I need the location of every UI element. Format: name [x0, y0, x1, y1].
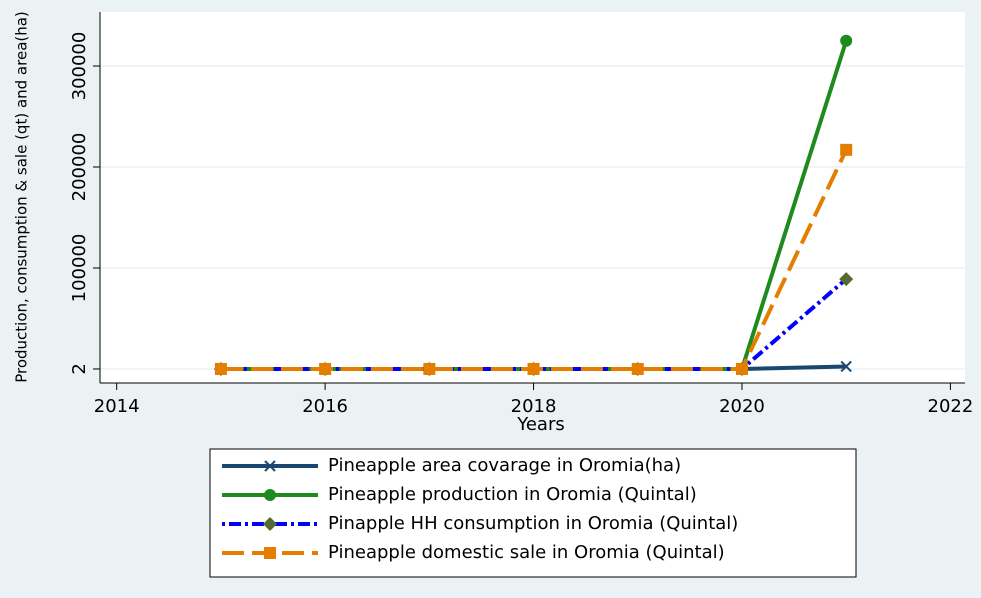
data-point	[840, 360, 852, 373]
y-tick-label: 100000	[69, 234, 90, 303]
legend-label: Pinapple HH consumption in Oromia (Quint…	[328, 513, 738, 534]
x-tick-label: 2020	[719, 396, 765, 417]
legend-marker	[264, 547, 276, 559]
legend-label: Pineapple domestic sale in Oromia (Quint…	[328, 542, 725, 563]
x-tick-label: 2018	[511, 396, 557, 417]
y-axis-title: Production, consumption & sale (qt) and …	[13, 11, 31, 383]
data-point	[214, 362, 227, 375]
y-tick-label: 200000	[69, 133, 90, 202]
data-point	[840, 143, 853, 156]
data-point	[527, 362, 540, 375]
data-point	[423, 362, 436, 375]
legend-box	[209, 448, 857, 578]
data-point	[631, 362, 644, 375]
legend-label: Pineapple area covarage in Oromia(ha)	[328, 455, 681, 476]
x-tick-label: 2016	[302, 396, 348, 417]
y-tick-label: 300000	[69, 32, 90, 101]
data-point	[839, 272, 854, 287]
x-tick-label: 2022	[928, 396, 974, 417]
data-point	[319, 362, 332, 375]
data-point	[735, 362, 748, 375]
legend-marker	[264, 489, 276, 501]
plot-area	[100, 12, 965, 383]
data-point	[840, 34, 853, 47]
legend-marker	[263, 517, 277, 531]
x-axis-title: Years	[516, 414, 565, 435]
legend-label: Pineapple production in Oromia (Quintal)	[328, 484, 697, 505]
x-tick-label: 2014	[94, 396, 140, 417]
legend-marker	[264, 460, 276, 472]
y-tick-label: 2	[69, 363, 90, 374]
